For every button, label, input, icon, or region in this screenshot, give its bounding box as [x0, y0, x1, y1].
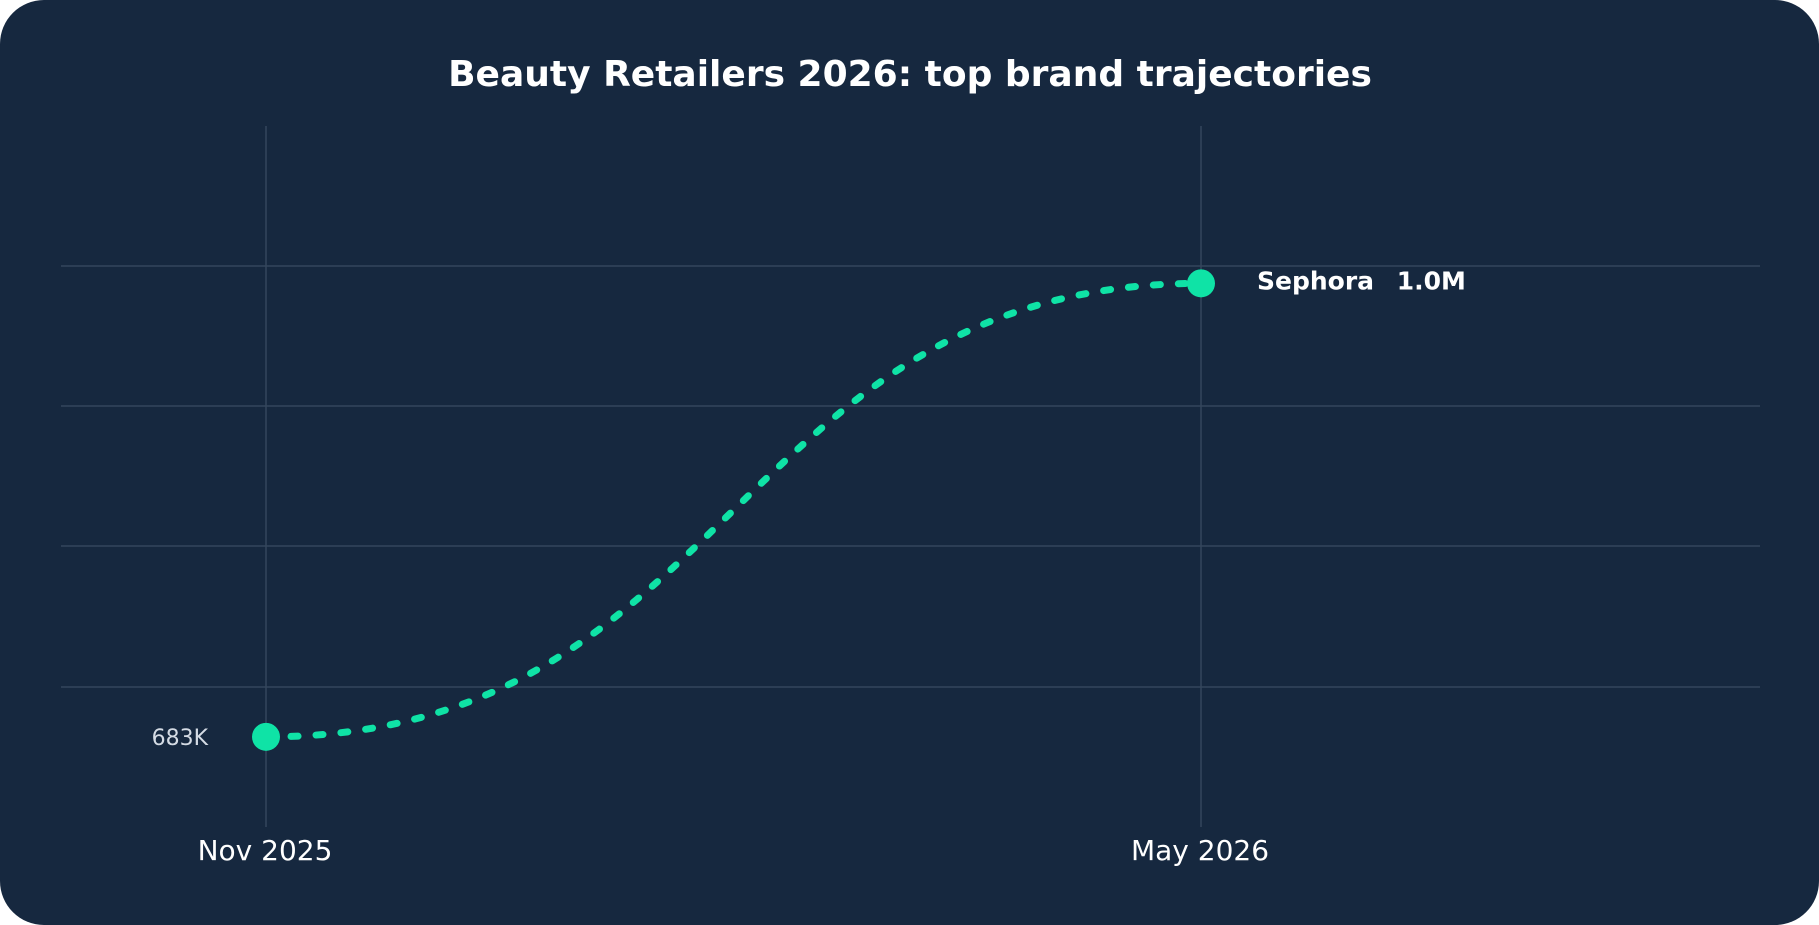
data-point-end [1187, 269, 1215, 298]
end-series-label: Sephora 1.0M [1257, 266, 1466, 295]
chart-title: Beauty Retailers 2026: top brand traject… [448, 54, 1372, 95]
x-tick-label: Nov 2025 [198, 834, 333, 867]
start-value-label: 683K [152, 726, 209, 751]
x-tick-label: May 2026 [1131, 834, 1269, 867]
end-value-label: 1.0M [1397, 266, 1466, 295]
grid-layer [61, 126, 1760, 827]
data-point-start [252, 722, 280, 751]
series-name-label: Sephora [1257, 266, 1374, 295]
series-line-sephora [262, 279, 1205, 741]
